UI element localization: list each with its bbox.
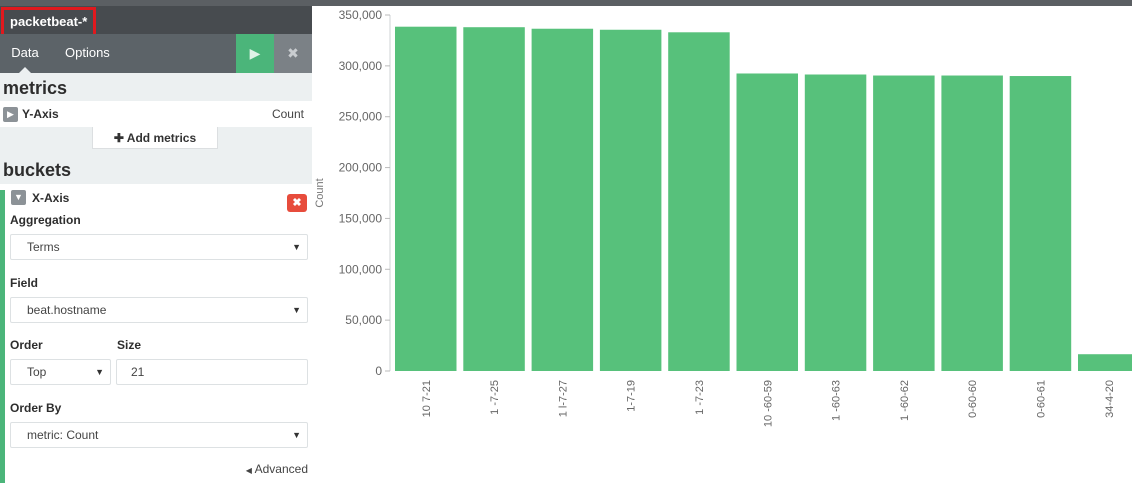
- bar-8[interactable]: [941, 75, 1003, 372]
- y-tick-label: 300,000: [339, 59, 383, 73]
- y-tick-label: 250,000: [339, 110, 383, 124]
- bar-9[interactable]: [1009, 76, 1072, 372]
- buckets-heading: buckets: [0, 157, 312, 183]
- index-pattern-label: packetbeat-*: [1, 7, 97, 37]
- metrics-heading: metrics: [0, 75, 312, 101]
- order-value: Top: [27, 365, 47, 379]
- bar-2[interactable]: [531, 28, 594, 372]
- bar-3[interactable]: [599, 29, 662, 372]
- aggregation-value: Terms: [27, 240, 60, 254]
- x-tick-label: 0-60-61: [1035, 380, 1047, 418]
- caret-down-icon: ▼: [292, 305, 301, 315]
- size-input[interactable]: 21: [116, 359, 308, 385]
- chevron-right-icon[interactable]: ▶: [3, 107, 18, 122]
- sidebar: packetbeat-* Data Options ▶ ✖ metrics ▶ …: [0, 6, 312, 483]
- discard-button[interactable]: ✖: [274, 34, 312, 73]
- bar-chart: 0 50,000 100,000 150,000 200,000 250,000 300,0…: [312, 6, 1132, 483]
- bar-7[interactable]: [873, 75, 935, 372]
- bar-6[interactable]: [804, 74, 867, 371]
- x-tick-label: 1 -7-25: [489, 380, 501, 415]
- plus-icon: ✚: [113, 131, 124, 145]
- y-axis-row[interactable]: ▶ Y-Axis Count: [0, 101, 312, 127]
- top-bar: [0, 0, 1132, 6]
- add-metrics-button[interactable]: ✚ Add metrics: [92, 127, 218, 149]
- x-tick-label: 1-7-19: [626, 380, 638, 412]
- bar-4[interactable]: [668, 32, 730, 371]
- y-tick-label: 150,000: [339, 211, 383, 225]
- x-tick-label: 1 -7-23: [694, 380, 706, 415]
- close-icon: ✖: [287, 45, 299, 61]
- bar-5[interactable]: [736, 73, 799, 371]
- order-by-select[interactable]: metric: Count ▼: [10, 422, 308, 448]
- bar-10[interactable]: [1078, 354, 1132, 371]
- tab-bar: Data Options ▶ ✖: [0, 34, 312, 73]
- bar-0[interactable]: [395, 26, 457, 371]
- x-axis-label: X-Axis: [32, 191, 70, 205]
- y-axis-label: Y-Axis: [22, 107, 59, 121]
- index-pattern-row: packetbeat-*: [0, 6, 312, 37]
- bar-1[interactable]: [463, 27, 525, 371]
- tab-options[interactable]: Options: [65, 45, 110, 60]
- x-tick-label: 1 -60-62: [899, 380, 911, 421]
- field-label: Field: [10, 276, 39, 290]
- order-label: Order: [10, 338, 43, 352]
- x-tick-label: 10 7-21: [421, 380, 433, 417]
- field-value: beat.hostname: [27, 303, 107, 317]
- order-select[interactable]: Top ▼: [10, 359, 111, 385]
- x-tick-label: 1 l-7-27: [557, 380, 569, 417]
- close-icon: ✖: [292, 197, 302, 209]
- order-by-label: Order By: [10, 401, 62, 415]
- caret-down-icon: ▼: [95, 367, 104, 377]
- play-icon: ▶: [249, 45, 261, 61]
- add-metrics-label: Add metrics: [126, 131, 197, 145]
- x-tick-label: 34-4-20: [1104, 380, 1116, 418]
- size-value: 21: [131, 365, 145, 379]
- aggregation-select[interactable]: Terms ▼: [10, 234, 308, 260]
- advanced-label: Advanced: [254, 462, 308, 476]
- chart-svg: 0 50,000 100,000 150,000 200,000 250,000 300,0…: [314, 8, 1132, 427]
- y-tick-label: 0: [375, 364, 382, 378]
- field-select[interactable]: beat.hostname ▼: [10, 297, 308, 323]
- caret-down-icon: ▼: [292, 242, 301, 252]
- chevron-down-icon[interactable]: ▼: [11, 190, 26, 205]
- y-tick-label: 200,000: [339, 161, 383, 175]
- x-tick-label: 1 -60-63: [831, 380, 843, 421]
- bucket-accent-strip: [0, 190, 5, 483]
- apply-button[interactable]: ▶: [236, 34, 274, 73]
- aggregation-label: Aggregation: [10, 213, 81, 227]
- x-axis-panel: ▼ X-Axis Aggregation Terms ▼ Field beat.…: [0, 184, 312, 483]
- x-tick-label: 0-60-60: [967, 380, 979, 418]
- advanced-toggle[interactable]: ◀ Advanced: [246, 462, 308, 476]
- y-tick-label: 50,000: [345, 313, 382, 327]
- y-axis-title: Count: [314, 178, 326, 207]
- caret-down-icon: ▼: [292, 430, 301, 440]
- x-tick-label: 10 -60-59: [762, 380, 774, 427]
- caret-left-icon: ◀: [245, 466, 252, 475]
- y-tick-label: 350,000: [339, 8, 383, 22]
- order-by-value: metric: Count: [27, 428, 99, 442]
- size-label: Size: [117, 338, 142, 352]
- remove-bucket-button[interactable]: ✖: [287, 194, 307, 212]
- y-axis-value: Count: [271, 107, 304, 121]
- tab-data[interactable]: Data: [0, 34, 50, 73]
- y-tick-label: 100,000: [339, 262, 383, 276]
